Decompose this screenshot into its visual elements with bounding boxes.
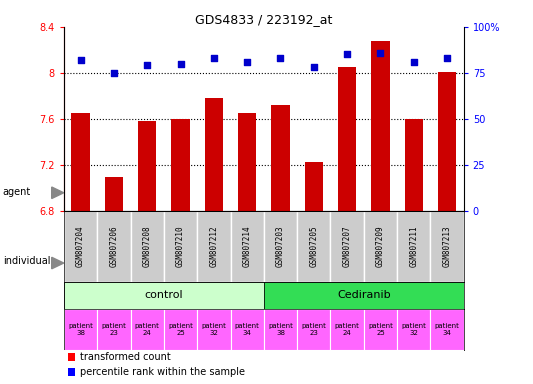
Bar — [172, 119, 190, 211]
Bar — [364, 309, 397, 349]
Title: GDS4833 / 223192_at: GDS4833 / 223192_at — [195, 13, 333, 26]
Polygon shape — [52, 187, 64, 199]
Point — [176, 61, 185, 67]
Bar — [197, 211, 230, 282]
Bar — [197, 309, 230, 349]
Text: individual: individual — [3, 256, 50, 266]
Text: patient
24: patient 24 — [135, 323, 160, 336]
Text: patient
25: patient 25 — [368, 323, 393, 336]
Bar — [431, 309, 464, 349]
Point — [343, 51, 351, 58]
Bar — [264, 309, 297, 349]
Bar — [205, 98, 223, 211]
Bar — [397, 211, 431, 282]
Text: control: control — [144, 290, 183, 300]
Text: Cediranib: Cediranib — [337, 290, 391, 300]
Text: patient
23: patient 23 — [301, 323, 326, 336]
Point — [243, 59, 252, 65]
Point — [76, 57, 85, 63]
Bar — [164, 211, 197, 282]
Point — [276, 55, 285, 61]
Text: patient
38: patient 38 — [268, 323, 293, 336]
Bar — [238, 113, 256, 211]
Bar — [264, 282, 464, 309]
Bar — [64, 309, 98, 349]
Text: GSM807203: GSM807203 — [276, 225, 285, 267]
Bar — [164, 309, 197, 349]
Bar — [98, 309, 131, 349]
Text: GSM807213: GSM807213 — [442, 225, 451, 267]
Text: patient
23: patient 23 — [101, 323, 126, 336]
Bar — [98, 211, 131, 282]
Text: agent: agent — [3, 187, 31, 197]
Text: GSM807214: GSM807214 — [243, 225, 252, 267]
Text: transformed count: transformed count — [80, 352, 171, 362]
Text: patient
25: patient 25 — [168, 323, 193, 336]
Bar — [138, 121, 156, 211]
Text: percentile rank within the sample: percentile rank within the sample — [80, 367, 245, 377]
Point — [310, 64, 318, 70]
Text: patient
24: patient 24 — [335, 323, 360, 336]
Bar — [230, 211, 264, 282]
Polygon shape — [52, 257, 64, 269]
Point — [409, 59, 418, 65]
Bar — [364, 211, 397, 282]
Bar — [397, 309, 431, 349]
Text: patient
32: patient 32 — [401, 323, 426, 336]
Bar — [330, 211, 364, 282]
Bar — [297, 309, 330, 349]
Text: patient
34: patient 34 — [434, 323, 459, 336]
Point — [143, 63, 151, 69]
Bar — [431, 211, 464, 282]
Text: GSM807206: GSM807206 — [109, 225, 118, 267]
Point — [376, 50, 385, 56]
Text: GSM807211: GSM807211 — [409, 225, 418, 267]
Bar — [271, 105, 289, 211]
Text: GSM807207: GSM807207 — [343, 225, 352, 267]
Text: patient
38: patient 38 — [68, 323, 93, 336]
Point — [209, 55, 218, 61]
Text: GSM807212: GSM807212 — [209, 225, 219, 267]
Bar — [405, 119, 423, 211]
Text: GSM807210: GSM807210 — [176, 225, 185, 267]
Bar — [68, 368, 75, 376]
Bar — [230, 309, 264, 349]
Bar — [305, 162, 323, 211]
Bar — [64, 282, 264, 309]
Bar — [297, 211, 330, 282]
Bar — [264, 211, 297, 282]
Point — [443, 55, 451, 61]
Bar — [105, 177, 123, 211]
Text: GSM807209: GSM807209 — [376, 225, 385, 267]
Text: patient
32: patient 32 — [201, 323, 227, 336]
Bar — [71, 113, 90, 211]
Bar — [372, 41, 390, 211]
Bar — [330, 309, 364, 349]
Bar — [438, 72, 456, 211]
Bar — [131, 309, 164, 349]
Bar — [338, 67, 356, 211]
Bar — [68, 353, 75, 361]
Text: GSM807208: GSM807208 — [143, 225, 152, 267]
Point — [110, 70, 118, 76]
Bar — [64, 211, 98, 282]
Bar — [131, 211, 164, 282]
Text: GSM807204: GSM807204 — [76, 225, 85, 267]
Text: GSM807205: GSM807205 — [309, 225, 318, 267]
Text: patient
34: patient 34 — [235, 323, 260, 336]
